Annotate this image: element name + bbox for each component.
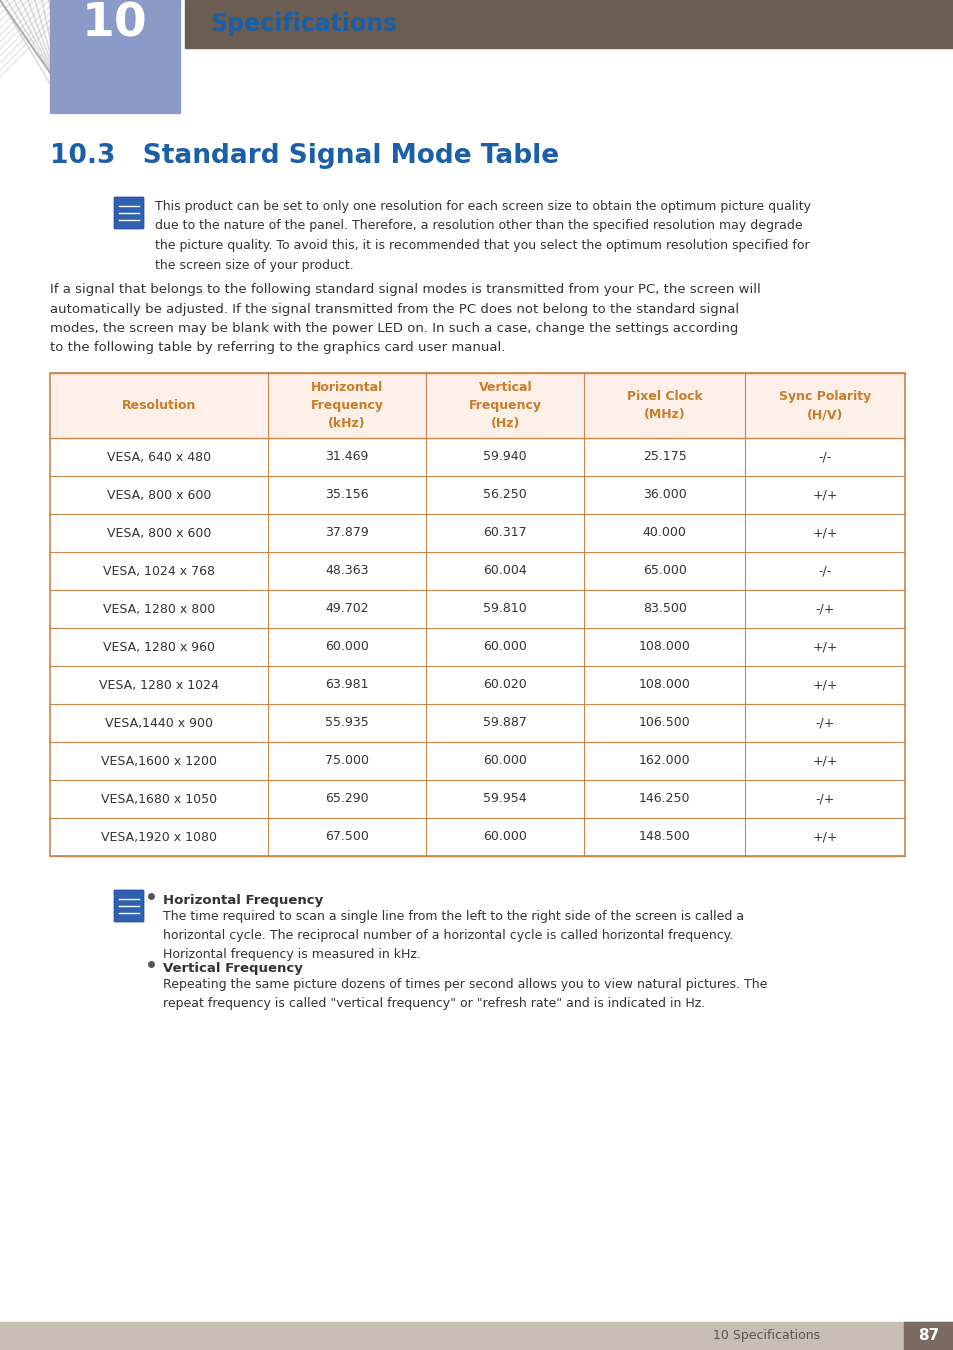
Text: 60.000: 60.000 xyxy=(483,830,527,844)
Text: +/+: +/+ xyxy=(811,640,837,653)
Text: 67.500: 67.500 xyxy=(325,830,369,844)
Text: 60.000: 60.000 xyxy=(325,640,369,653)
Text: 146.250: 146.250 xyxy=(639,792,690,806)
Text: 40.000: 40.000 xyxy=(642,526,686,540)
Text: 60.004: 60.004 xyxy=(483,564,527,578)
Text: -/-: -/- xyxy=(818,564,831,578)
FancyBboxPatch shape xyxy=(113,890,144,922)
Bar xyxy=(0,1322,953,1350)
Text: 63.981: 63.981 xyxy=(325,679,369,691)
Text: VESA, 800 x 600: VESA, 800 x 600 xyxy=(107,489,211,501)
Text: -/+: -/+ xyxy=(815,602,834,616)
Text: Resolution: Resolution xyxy=(122,400,196,412)
Text: 60.317: 60.317 xyxy=(483,526,527,540)
Text: +/+: +/+ xyxy=(811,830,837,844)
Bar xyxy=(50,373,904,856)
Text: 60.000: 60.000 xyxy=(483,755,527,768)
Text: 162.000: 162.000 xyxy=(639,755,690,768)
Text: VESA, 800 x 600: VESA, 800 x 600 xyxy=(107,526,211,540)
Text: Vertical Frequency: Vertical Frequency xyxy=(163,963,302,975)
Bar xyxy=(50,373,904,437)
Text: +/+: +/+ xyxy=(811,755,837,768)
Text: 108.000: 108.000 xyxy=(639,640,690,653)
Text: 75.000: 75.000 xyxy=(325,755,369,768)
Text: -/-: -/- xyxy=(818,451,831,463)
Text: 87: 87 xyxy=(918,1328,939,1343)
Text: 65.290: 65.290 xyxy=(325,792,369,806)
Text: 60.020: 60.020 xyxy=(483,679,527,691)
Text: The time required to scan a single line from the left to the right side of the s: The time required to scan a single line … xyxy=(163,910,743,961)
Text: VESA, 640 x 480: VESA, 640 x 480 xyxy=(107,451,211,463)
Bar xyxy=(185,0,953,49)
Text: 83.500: 83.500 xyxy=(642,602,686,616)
Text: +/+: +/+ xyxy=(811,526,837,540)
Text: 108.000: 108.000 xyxy=(639,679,690,691)
Text: 60.000: 60.000 xyxy=(483,640,527,653)
Text: 59.887: 59.887 xyxy=(483,717,527,729)
Text: Specifications: Specifications xyxy=(210,12,396,36)
Text: 59.954: 59.954 xyxy=(483,792,527,806)
Text: VESA, 1280 x 800: VESA, 1280 x 800 xyxy=(103,602,215,616)
Text: 25.175: 25.175 xyxy=(642,451,686,463)
Bar xyxy=(903,1322,953,1350)
Text: 10 Specifications: 10 Specifications xyxy=(712,1330,820,1342)
Text: 55.935: 55.935 xyxy=(325,717,369,729)
Text: 35.156: 35.156 xyxy=(325,489,369,501)
Text: Sync Polarity
(H/V): Sync Polarity (H/V) xyxy=(778,390,870,421)
Text: 56.250: 56.250 xyxy=(483,489,527,501)
Text: 65.000: 65.000 xyxy=(642,564,686,578)
Text: 59.810: 59.810 xyxy=(483,602,527,616)
Text: 48.363: 48.363 xyxy=(325,564,369,578)
Text: 49.702: 49.702 xyxy=(325,602,369,616)
Text: Horizontal
Frequency
(kHz): Horizontal Frequency (kHz) xyxy=(311,381,383,431)
Text: This product can be set to only one resolution for each screen size to obtain th: This product can be set to only one reso… xyxy=(154,200,810,271)
Text: VESA,1680 x 1050: VESA,1680 x 1050 xyxy=(101,792,217,806)
Text: Horizontal Frequency: Horizontal Frequency xyxy=(163,894,323,907)
Text: 10: 10 xyxy=(82,1,148,46)
Text: 106.500: 106.500 xyxy=(639,717,690,729)
Text: VESA,1920 x 1080: VESA,1920 x 1080 xyxy=(101,830,216,844)
Text: -/+: -/+ xyxy=(815,792,834,806)
Text: VESA, 1280 x 960: VESA, 1280 x 960 xyxy=(103,640,214,653)
Text: 36.000: 36.000 xyxy=(642,489,686,501)
Bar xyxy=(50,0,180,113)
Text: Repeating the same picture dozens of times per second allows you to view natural: Repeating the same picture dozens of tim… xyxy=(163,977,766,1010)
Text: 59.940: 59.940 xyxy=(483,451,527,463)
Text: VESA, 1024 x 768: VESA, 1024 x 768 xyxy=(103,564,214,578)
Text: Vertical
Frequency
(Hz): Vertical Frequency (Hz) xyxy=(468,381,541,431)
Text: 10.3   Standard Signal Mode Table: 10.3 Standard Signal Mode Table xyxy=(50,143,558,169)
Text: +/+: +/+ xyxy=(811,489,837,501)
Text: VESA, 1280 x 1024: VESA, 1280 x 1024 xyxy=(99,679,219,691)
Text: Pixel Clock
(MHz): Pixel Clock (MHz) xyxy=(626,390,701,421)
Text: -/+: -/+ xyxy=(815,717,834,729)
FancyBboxPatch shape xyxy=(113,197,144,230)
Text: VESA,1440 x 900: VESA,1440 x 900 xyxy=(105,717,213,729)
Text: VESA,1600 x 1200: VESA,1600 x 1200 xyxy=(101,755,216,768)
Text: If a signal that belongs to the following standard signal modes is transmitted f: If a signal that belongs to the followin… xyxy=(50,284,760,355)
Text: +/+: +/+ xyxy=(811,679,837,691)
Text: 148.500: 148.500 xyxy=(639,830,690,844)
Text: 31.469: 31.469 xyxy=(325,451,369,463)
Text: 37.879: 37.879 xyxy=(325,526,369,540)
